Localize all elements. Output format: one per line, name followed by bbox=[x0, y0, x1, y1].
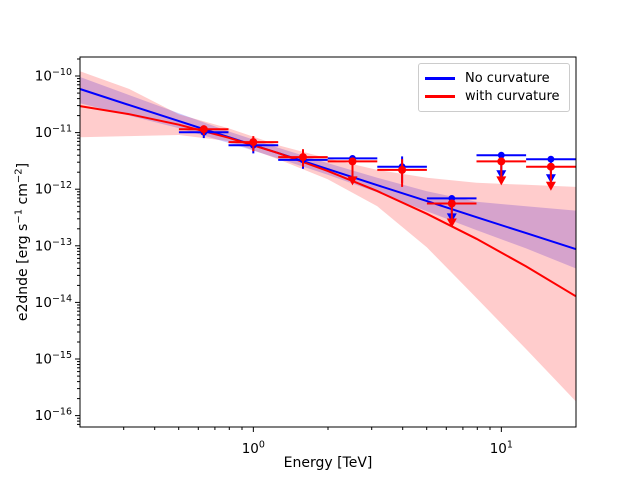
x-axis-label: Energy [TeV] bbox=[284, 455, 373, 471]
upper-limit-arrowhead-icon bbox=[496, 176, 507, 186]
band-polygon bbox=[80, 71, 576, 402]
fit-line-with-curvature bbox=[79, 105, 577, 298]
tick-label: 10−11 bbox=[35, 124, 72, 142]
x-axis: 100 101 bbox=[123, 427, 513, 458]
fit-line-no-curvature bbox=[79, 88, 577, 251]
flux-point-marker bbox=[546, 162, 555, 171]
flux-point-marker bbox=[497, 157, 506, 166]
legend-line-no-curvature bbox=[425, 76, 455, 80]
tick-label: 10−12 bbox=[35, 180, 72, 198]
legend-label-with-curvature: with curvature bbox=[465, 89, 560, 105]
tick-label: 101 bbox=[490, 440, 513, 458]
flux-point-marker bbox=[497, 151, 505, 159]
tick-label: 10−16 bbox=[35, 407, 72, 425]
flux-point-marker bbox=[398, 165, 407, 174]
flux-point-marker bbox=[249, 138, 258, 147]
legend-line-with-curvature bbox=[425, 95, 455, 99]
model-curve bbox=[79, 88, 577, 251]
tick-label: 10−15 bbox=[35, 350, 72, 368]
flux-point-marker bbox=[447, 199, 456, 208]
flux-point-marker bbox=[299, 153, 307, 162]
flux-point-marker bbox=[547, 155, 555, 163]
model-curve bbox=[79, 105, 577, 298]
upper-limit-arrowhead-icon bbox=[545, 181, 556, 191]
tick-label: 10−14 bbox=[35, 293, 72, 311]
legend-entry-with-curvature: with curvature bbox=[425, 89, 563, 104]
legend-label-no-curvature: No curvature bbox=[465, 70, 550, 86]
legend: No curvature with curvature bbox=[418, 63, 570, 112]
legend-entry-no-curvature: No curvature bbox=[425, 71, 563, 86]
flux-points-with-curvature bbox=[178, 125, 576, 228]
tick-label: 10−13 bbox=[35, 237, 72, 255]
tick-label: 10−10 bbox=[35, 67, 72, 85]
confidence-band-with-curvature bbox=[80, 71, 576, 402]
axis-labels: Energy [TeV] e2dnde [erg s−1 cm−2] bbox=[14, 163, 373, 471]
y-axis-label: e2dnde [erg s−1 cm−2] bbox=[14, 163, 32, 321]
flux-point-marker bbox=[199, 125, 208, 134]
tick-label: 100 bbox=[242, 440, 265, 458]
upper-limit-arrowhead-icon bbox=[446, 218, 457, 228]
y-axis: 10−10 10−11 10−12 10−13 10−14 10−15 10−16 bbox=[35, 58, 80, 425]
flux-point-marker bbox=[348, 157, 357, 166]
upper-limit-arrowhead-icon bbox=[347, 176, 358, 186]
